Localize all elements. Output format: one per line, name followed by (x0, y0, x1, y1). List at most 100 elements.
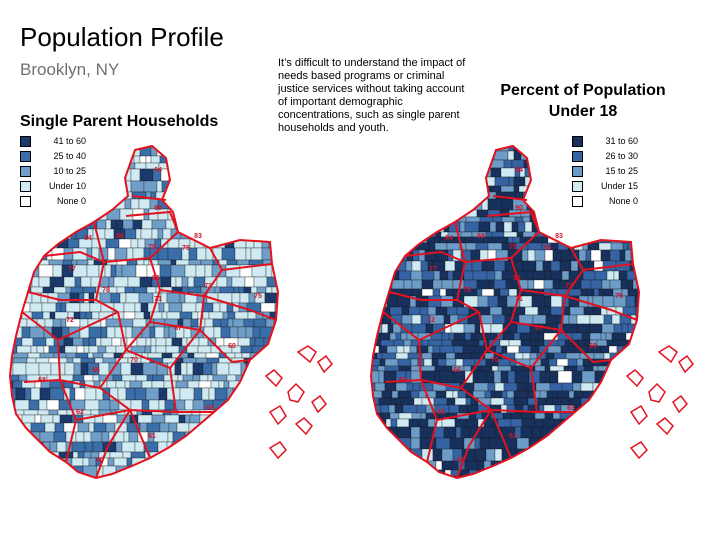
census-tract (274, 238, 278, 249)
census-tract (579, 418, 591, 428)
census-tract (375, 448, 388, 462)
census-tract (637, 270, 639, 281)
left-map-heading: Single Parent Households (20, 113, 219, 130)
census-tract (378, 397, 392, 406)
census-tract (447, 270, 454, 281)
census-tract (464, 332, 472, 341)
census-tract (410, 339, 423, 347)
census-tract (398, 365, 412, 372)
census-tract (420, 365, 436, 372)
census-tract (557, 370, 573, 384)
census-tract (195, 431, 204, 443)
census-tract (276, 264, 278, 278)
census-tract (272, 326, 278, 339)
census-tract (514, 352, 524, 360)
census-tract (428, 221, 436, 233)
census-tract (446, 397, 456, 406)
census-tract (549, 448, 560, 462)
census-tract (568, 314, 578, 325)
census-tract (552, 412, 561, 420)
census-tract (83, 451, 92, 459)
census-tract (10, 228, 23, 240)
census-tract (98, 399, 111, 411)
census-tract (539, 370, 551, 384)
census-tract (10, 162, 17, 170)
census-tract (428, 339, 443, 347)
census-tract (540, 358, 550, 367)
census-tract (20, 259, 30, 266)
census-tract (483, 236, 496, 244)
census-tract (545, 150, 557, 161)
census-tract (124, 286, 135, 294)
census-tract (21, 168, 37, 182)
census-tract (102, 414, 118, 424)
census-tract (198, 380, 212, 389)
census-tract (124, 380, 131, 389)
census-tract (603, 426, 616, 439)
census-tract (174, 180, 184, 193)
census-tract (533, 198, 547, 211)
census-tract (206, 465, 213, 478)
census-tract (371, 365, 379, 372)
census-tract (76, 345, 85, 354)
census-tract (576, 191, 589, 200)
census-tract (214, 191, 229, 200)
district-label: 71 (154, 296, 162, 303)
census-tract (237, 326, 247, 339)
census-tract (486, 469, 499, 477)
census-tract (78, 292, 85, 304)
census-tract (633, 352, 639, 360)
census-tract (130, 238, 139, 249)
census-tract (379, 242, 394, 251)
census-tract (164, 414, 180, 424)
census-tract (476, 288, 483, 297)
census-tract (622, 306, 637, 316)
census-tract (71, 441, 86, 453)
census-tract (122, 451, 132, 459)
census-tract (178, 476, 190, 478)
census-tract (186, 345, 199, 354)
census-tract (38, 276, 51, 288)
census-tract (377, 236, 386, 244)
census-tract (583, 365, 594, 372)
census-tract (574, 176, 588, 187)
census-tract (157, 259, 172, 266)
census-tract (571, 209, 581, 218)
census-tract (606, 339, 619, 347)
census-tract (550, 167, 566, 178)
census-tract (130, 451, 146, 459)
census-tract (550, 209, 563, 218)
census-tract (274, 409, 278, 416)
census-tract (428, 150, 444, 161)
census-tract (584, 426, 591, 439)
census-tract (571, 370, 583, 384)
census-tract (182, 357, 197, 364)
census-tract (378, 345, 388, 354)
census-tract (457, 390, 467, 399)
census-tract (406, 382, 414, 392)
census-tract (18, 208, 34, 221)
census-tract (183, 191, 190, 200)
census-tract (378, 216, 387, 223)
census-tract (140, 302, 149, 313)
census-tract (192, 374, 201, 382)
census-tract (424, 198, 440, 211)
census-tract (30, 387, 41, 401)
census-tract (559, 146, 573, 152)
census-tract (88, 422, 95, 433)
census-tract (503, 382, 518, 392)
census-tract (597, 365, 612, 372)
census-tract (628, 185, 639, 193)
census-tract (184, 465, 197, 478)
census-tract (439, 345, 455, 354)
census-tract (374, 382, 386, 392)
census-tract (533, 460, 546, 471)
census-tract (592, 404, 600, 414)
census-tract (40, 162, 52, 170)
census-tract (541, 167, 552, 178)
census-tract (244, 422, 252, 433)
census-tract (71, 259, 78, 266)
census-tract (580, 448, 593, 462)
